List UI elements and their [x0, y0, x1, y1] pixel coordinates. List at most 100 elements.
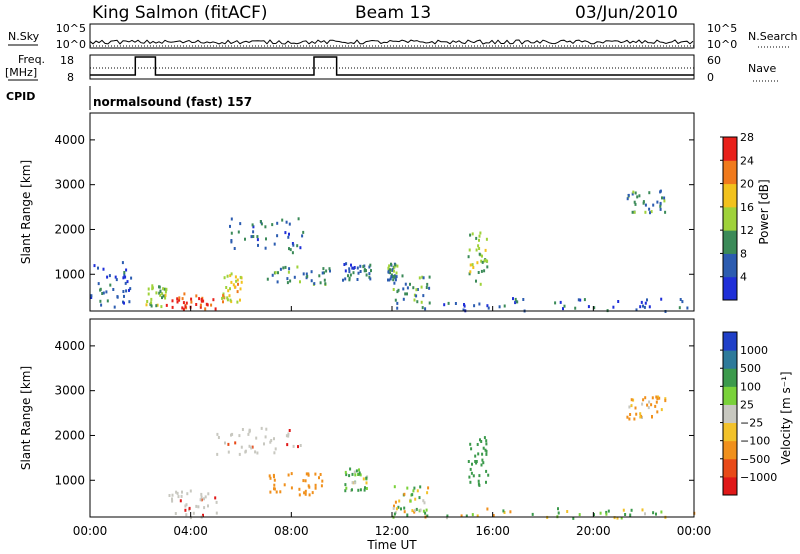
heat-cell: [633, 417, 636, 421]
heat-cell: [599, 511, 602, 515]
heat-cell: [199, 498, 202, 502]
heat-cell: [270, 439, 273, 442]
heat-cell: [231, 432, 234, 436]
heat-cell: [273, 475, 275, 479]
heat-cell: [114, 275, 117, 279]
heat-cell: [162, 287, 165, 291]
heat-cell: [629, 413, 632, 416]
cpid-text: normalsound (fast) 157: [93, 95, 252, 109]
heat-cell: [311, 491, 314, 495]
noise-line: [89, 39, 694, 45]
heat-cell: [345, 486, 348, 490]
heat-cell: [322, 267, 325, 271]
colorbar-frame: [722, 136, 738, 301]
colorbar-swatch: [723, 160, 737, 185]
heat-cell: [291, 242, 294, 245]
heat-cell: [639, 415, 642, 419]
colorbar-tick-label: 24: [740, 154, 754, 167]
heat-cell: [230, 280, 233, 284]
heat-cell: [359, 488, 362, 492]
heat-cell: [629, 513, 632, 517]
heat-cell: [425, 286, 428, 289]
heat-cell: [271, 273, 274, 277]
heat-cell: [123, 271, 126, 274]
heat-cell: [221, 296, 224, 300]
heat-cell: [240, 445, 243, 449]
heat-cell: [634, 191, 637, 195]
heat-cell: [406, 486, 409, 490]
heat-cell: [265, 237, 267, 241]
heat-cell: [425, 508, 428, 512]
heat-cell: [484, 258, 487, 262]
heat-cell: [171, 493, 174, 497]
heat-cell: [345, 262, 348, 266]
heat-cell: [200, 298, 203, 301]
heat-cell: [358, 468, 360, 472]
noise-trace: [89, 39, 694, 47]
noise-panel: N.Sky N.Search 10^5 10^0 10^5 10^0: [8, 22, 798, 51]
heat-cell: [319, 281, 322, 285]
heat-cell: [344, 277, 347, 281]
colorbar-swatch: [723, 253, 737, 278]
heat-cell: [634, 406, 637, 410]
heat-cell: [146, 300, 149, 303]
heat-cell: [659, 201, 662, 205]
heat-cell: [310, 270, 313, 274]
heat-cell: [411, 493, 414, 497]
heat-cell: [353, 266, 356, 269]
heat-cell: [123, 301, 125, 305]
heat-cell: [207, 504, 209, 508]
heat-cell: [284, 231, 287, 235]
heat-cell: [318, 274, 321, 278]
heat-cell: [276, 234, 279, 238]
heat-cell: [161, 292, 164, 296]
heat-cell: [200, 299, 203, 303]
heat-cell: [229, 287, 231, 291]
heat-cell: [413, 293, 416, 297]
heat-cell: [203, 497, 205, 501]
heat-cell: [121, 261, 124, 265]
heat-cell: [401, 274, 404, 278]
colorbar-tick-label: −25: [740, 417, 763, 430]
heat-cell: [359, 473, 362, 477]
heat-cell: [593, 513, 595, 517]
noise-left-tick-top: 10^5: [56, 22, 86, 35]
heat-cell: [635, 412, 638, 416]
heat-cell: [199, 305, 202, 309]
heat-cell: [655, 512, 657, 516]
heat-cell: [472, 474, 475, 478]
heat-cell: [257, 243, 259, 247]
heat-cell: [475, 236, 478, 240]
heat-cell: [365, 487, 368, 490]
heat-cell: [648, 400, 651, 404]
heat-cell: [285, 220, 288, 224]
heat-cell: [446, 514, 449, 518]
velocity-y-label: Slant Range [km]: [19, 366, 33, 470]
heat-cell: [423, 501, 426, 505]
heat-cell: [420, 300, 423, 304]
freq-label: Freq.: [18, 53, 45, 66]
heat-cell: [292, 444, 295, 448]
heat-cell: [659, 207, 662, 211]
heat-cell: [613, 516, 616, 520]
heat-cell: [233, 285, 236, 289]
heat-cell: [321, 479, 324, 483]
heat-cell: [244, 450, 247, 454]
heat-cell: [202, 513, 204, 517]
heat-cell: [477, 452, 480, 456]
heat-cell: [225, 286, 228, 289]
y-tick-label: 2000: [54, 222, 85, 236]
heat-cell: [467, 255, 470, 259]
heat-cell: [483, 269, 486, 273]
heat-cell: [348, 474, 351, 478]
heat-cell: [393, 281, 396, 285]
heat-cell: [288, 232, 290, 236]
heat-cell: [387, 266, 390, 270]
heat-cell: [248, 444, 251, 448]
heat-cell: [616, 516, 619, 520]
heat-cell: [222, 294, 225, 298]
heat-cell: [409, 282, 411, 286]
heat-cell: [492, 514, 495, 517]
heat-cell: [116, 295, 119, 299]
heat-cell: [652, 203, 655, 207]
